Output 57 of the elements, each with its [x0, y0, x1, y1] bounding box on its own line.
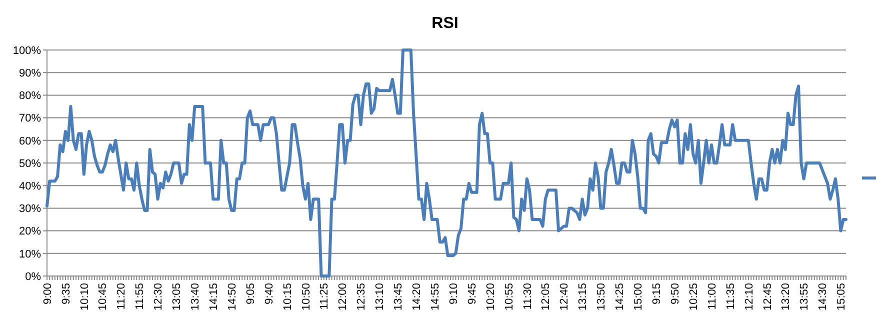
y-tick-label: 20%: [18, 226, 42, 238]
x-tick-label: 13:55: [798, 283, 811, 311]
y-tick-label: 60%: [18, 135, 42, 148]
x-tick-label: 11:00: [706, 283, 718, 310]
x-tick-label: 10:10: [78, 283, 91, 311]
x-tick-label: 13:10: [374, 283, 386, 311]
x-tick-label: 11:35: [724, 283, 737, 310]
x-tick-label: 9:05: [244, 283, 257, 304]
x-tick-label: 14:30: [817, 283, 830, 311]
x-tick-label: 12:30: [152, 283, 165, 311]
y-tick-label: 100%: [12, 44, 42, 57]
x-tick-label: 11:20: [116, 283, 128, 310]
x-tick-label: 9:15: [650, 283, 663, 304]
x-tick-label: 9:00: [42, 283, 54, 304]
x-tick-label: 10:45: [97, 283, 110, 311]
x-tick-label: 12:40: [558, 283, 571, 311]
x-tick-label: 11:55: [134, 283, 146, 310]
x-tick-label: 14:15: [208, 283, 220, 311]
y-tick-label: 30%: [18, 203, 42, 216]
x-tick-label: 10:50: [300, 283, 312, 311]
x-tick-label: 14:20: [411, 283, 424, 311]
y-tick-label: 80%: [18, 90, 42, 102]
x-tick-label: 10:25: [688, 283, 700, 311]
line-series: [46, 48, 848, 278]
x-tick-label: 13:20: [780, 283, 792, 311]
y-tick-label: 10%: [18, 248, 42, 260]
x-tick-label: 9:40: [263, 283, 276, 304]
x-tick-label: 13:50: [596, 283, 608, 311]
y-tick-label: 70%: [18, 112, 42, 125]
x-tick-label: 13:45: [392, 283, 405, 311]
x-tick-label: 10:20: [484, 283, 497, 311]
x-tick-label: 9:35: [60, 283, 72, 304]
x-tick-label: 11:25: [318, 283, 331, 310]
y-tick-label: 40%: [18, 180, 42, 192]
y-tick-label: 0%: [25, 270, 42, 283]
x-tick-label: 14:25: [614, 283, 626, 311]
x-tick-label: 9:50: [669, 283, 682, 304]
x-tick-label: 15:00: [632, 283, 645, 311]
y-tick-label: 50%: [18, 158, 42, 170]
x-tick-label: 10:55: [503, 283, 516, 311]
x-tick-label: 12:00: [337, 283, 350, 311]
x-tick-label: 9:10: [448, 283, 460, 304]
x-tick-label: 12:05: [540, 283, 552, 311]
x-tick-label: 12:10: [743, 283, 756, 311]
x-tick-label: 12:35: [356, 283, 368, 311]
x-tick-label: 9:45: [466, 283, 478, 304]
y-tick-label: 90%: [18, 67, 42, 80]
x-tick-label: 11:30: [522, 283, 534, 310]
chart-title: RSI: [432, 15, 458, 32]
x-tick-label: 14:55: [429, 283, 442, 311]
x-tick-label: 14:50: [226, 283, 238, 311]
x-tick-label: 15:05: [836, 283, 848, 311]
x-tick-label: 10:15: [282, 283, 294, 311]
x-tick-label: 13:40: [190, 283, 202, 311]
x-tick-label: 13:15: [577, 283, 590, 311]
x-tick-label: 13:05: [171, 283, 184, 311]
x-tick-label: 12:45: [762, 283, 774, 311]
